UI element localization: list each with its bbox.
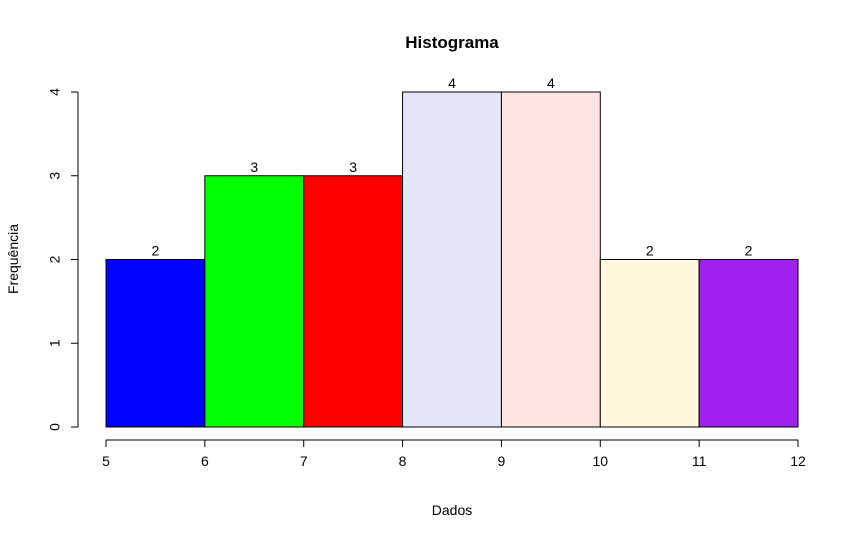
x-tick-label: 10 bbox=[592, 453, 608, 469]
x-tick-label: 11 bbox=[692, 453, 707, 469]
y-tick-label: 4 bbox=[47, 88, 63, 96]
y-axis: 0 1 2 3 4 bbox=[47, 88, 79, 431]
histogram-bar-1 bbox=[105, 259, 206, 428]
x-axis-label: Dados bbox=[432, 502, 472, 518]
bar-count-label-2: 3 bbox=[250, 159, 258, 175]
x-tick-label: 5 bbox=[102, 453, 110, 469]
y-tick-label: 1 bbox=[47, 339, 63, 347]
bar-count-label-4: 4 bbox=[448, 75, 456, 91]
bar-count-label-3: 3 bbox=[349, 159, 357, 175]
chart-title: Histograma bbox=[405, 33, 499, 52]
y-tick-label: 2 bbox=[47, 255, 63, 263]
histogram-bar-6 bbox=[599, 259, 700, 428]
histogram-bar-4 bbox=[402, 91, 502, 428]
x-tick-label: 6 bbox=[201, 453, 209, 469]
data-labels-group: 2 3 3 4 4 2 2 bbox=[152, 75, 753, 259]
bar-count-label-5: 4 bbox=[547, 75, 555, 91]
y-axis-label: Frequência bbox=[5, 224, 21, 294]
y-tick-label: 3 bbox=[47, 172, 63, 180]
bars-group bbox=[105, 91, 799, 428]
bar-count-label-1: 2 bbox=[152, 243, 160, 259]
histogram-bar-5 bbox=[500, 91, 601, 428]
bar-count-label-6: 2 bbox=[646, 243, 654, 259]
x-axis: 5 6 7 8 9 10 11 12 bbox=[102, 439, 806, 469]
histogram-bar-7 bbox=[698, 259, 799, 428]
histogram-bar-3 bbox=[303, 175, 404, 428]
x-tick-label: 12 bbox=[790, 453, 806, 469]
x-tick-label: 7 bbox=[300, 453, 308, 469]
histogram-bar-2 bbox=[204, 175, 305, 428]
y-tick-label: 0 bbox=[47, 423, 63, 431]
x-tick-label: 9 bbox=[498, 453, 506, 469]
x-tick-label: 8 bbox=[399, 453, 407, 469]
bar-count-label-7: 2 bbox=[745, 243, 753, 259]
